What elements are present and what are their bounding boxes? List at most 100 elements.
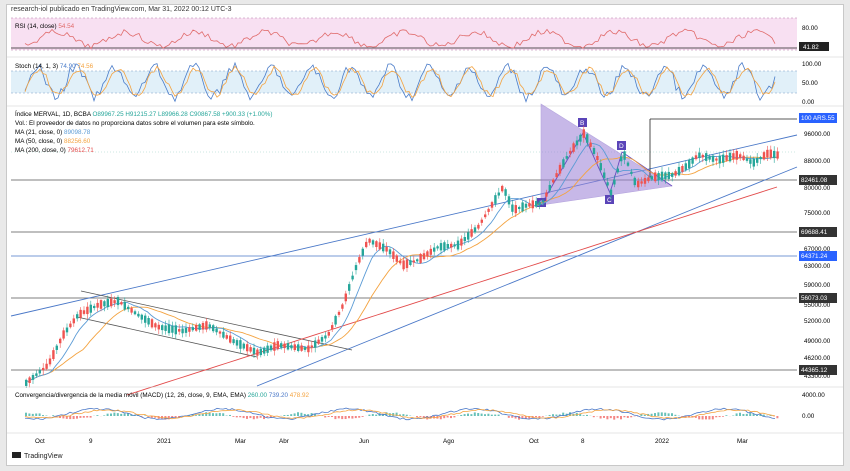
- candle: [528, 203, 531, 207]
- macd-bar: [473, 412, 476, 416]
- time-tick: 9: [89, 438, 93, 445]
- candle: [269, 345, 273, 351]
- macd-bar: [59, 416, 61, 419]
- macd-bar: [140, 416, 143, 417]
- macd-bar: [263, 416, 265, 420]
- candle: [293, 344, 296, 351]
- macd-bar: [195, 415, 197, 416]
- candle: [722, 154, 725, 163]
- candle: [511, 204, 514, 212]
- candle: [181, 328, 184, 334]
- macd-bar: [174, 416, 177, 419]
- candle: [667, 171, 670, 179]
- tradingview-icon: [12, 452, 21, 458]
- svg-text:B: B: [580, 120, 584, 127]
- rsi-tick-80: 80.00: [802, 25, 818, 32]
- candle: [218, 331, 222, 334]
- candle: [174, 325, 177, 335]
- candle: [569, 150, 572, 154]
- candle: [405, 259, 409, 269]
- macd-bar: [480, 413, 483, 416]
- candle: [756, 157, 759, 163]
- macd-bar: [171, 416, 174, 418]
- candle: [399, 260, 402, 264]
- candle: [55, 345, 58, 350]
- macd-bar: [38, 413, 41, 416]
- candle: [640, 181, 643, 184]
- time-tick: 2022: [655, 438, 670, 445]
- candle: [701, 154, 704, 158]
- macd-bar: [344, 416, 347, 420]
- macd-bar: [640, 414, 643, 416]
- candle: [446, 244, 449, 249]
- candle: [123, 301, 126, 310]
- macd-bar: [127, 413, 129, 416]
- macd-tick-4000: 4000.00: [802, 392, 825, 399]
- candle: [558, 164, 562, 174]
- macd-bar: [154, 416, 157, 418]
- candle: [232, 339, 235, 344]
- candle: [732, 153, 735, 160]
- candle: [371, 240, 375, 245]
- candle: [463, 237, 466, 242]
- price-tick: 67000.00: [804, 246, 831, 253]
- candle: [195, 325, 198, 331]
- candle: [171, 325, 174, 333]
- chart-canvas[interactable]: RSI (14, close) 54.54 80.00 41.82 Stoch …: [7, 5, 843, 465]
- level-tags: 82461.08 69688.41 64371.24 56073.03 4436…: [799, 175, 837, 375]
- macd-bar: [35, 413, 38, 416]
- candle: [395, 255, 398, 262]
- macd-bar: [249, 416, 252, 419]
- candle: [392, 251, 395, 259]
- macd-bar: [314, 413, 316, 416]
- candle: [708, 156, 711, 160]
- macd-bar: [222, 413, 225, 416]
- candle: [579, 134, 582, 142]
- macd-bar: [76, 416, 78, 419]
- stoch-tick-0: 0.00: [802, 99, 815, 106]
- macd-histogram: [25, 412, 779, 420]
- macd-bar: [752, 413, 755, 416]
- candle: [93, 305, 96, 309]
- candle: [633, 177, 636, 186]
- candle: [711, 155, 715, 162]
- candle: [215, 328, 218, 333]
- candle: [242, 343, 245, 349]
- candle: [198, 324, 201, 330]
- candle: [72, 318, 75, 324]
- candle: [286, 343, 290, 350]
- candle: [422, 253, 426, 260]
- macd-bar: [694, 416, 697, 418]
- macd-bar: [55, 416, 58, 418]
- macd-bar: [62, 416, 65, 419]
- macd-bar: [242, 416, 245, 419]
- macd-bar: [198, 414, 201, 416]
- macd-bar: [191, 414, 194, 416]
- candle: [358, 257, 361, 263]
- macd-bar: [599, 416, 602, 419]
- macd-bar: [667, 413, 670, 416]
- macd-bar: [416, 416, 418, 417]
- time-tick: 8: [581, 438, 585, 445]
- candle: [184, 327, 188, 333]
- ma50-line: [24, 156, 777, 383]
- candle: [205, 321, 208, 330]
- candle: [79, 309, 82, 318]
- candle: [752, 158, 755, 167]
- stoch-tick-100: 100.00: [802, 61, 822, 68]
- macd-bar: [650, 413, 653, 416]
- time-tick: Oct: [529, 438, 539, 445]
- candle: [467, 232, 470, 240]
- signal-line: [24, 408, 776, 420]
- macd-bar: [348, 416, 350, 419]
- candle: [48, 358, 52, 365]
- macd-bar: [368, 414, 371, 416]
- candle: [327, 331, 330, 336]
- candle: [331, 325, 334, 329]
- candle: [337, 311, 341, 315]
- candle: [657, 172, 660, 180]
- candle: [103, 301, 106, 307]
- candle: [239, 340, 242, 349]
- macd-bar: [715, 416, 718, 418]
- rsi-tick-41: 41.82: [803, 44, 819, 51]
